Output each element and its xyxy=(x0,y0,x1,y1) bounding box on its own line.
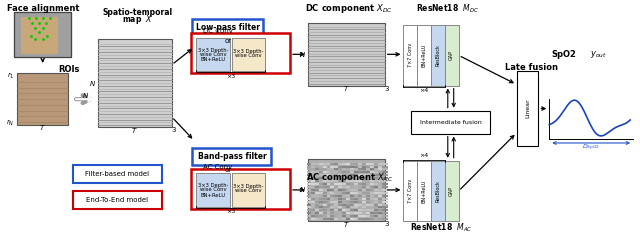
Text: Intermediate fusion: Intermediate fusion xyxy=(420,120,482,125)
Bar xyxy=(403,25,417,86)
Text: BN+ReLU: BN+ReLU xyxy=(200,193,226,198)
Text: $T$: $T$ xyxy=(343,84,349,93)
Bar xyxy=(14,12,71,57)
Text: ×4: ×4 xyxy=(419,88,429,93)
Text: AC Conv: AC Conv xyxy=(204,164,233,170)
Bar xyxy=(232,173,266,207)
Bar xyxy=(73,191,162,209)
Bar xyxy=(193,19,264,36)
Bar xyxy=(431,161,445,221)
Bar xyxy=(403,161,417,221)
Text: map  $X$: map $X$ xyxy=(122,13,153,26)
Text: 3×3 Depth-: 3×3 Depth- xyxy=(198,48,228,53)
Bar xyxy=(417,25,431,86)
Bar xyxy=(308,23,385,86)
Text: ResNet18  $M_{DC}$: ResNet18 $M_{DC}$ xyxy=(416,2,479,15)
Text: wise Conv: wise Conv xyxy=(236,188,262,193)
Text: ROIs: ROIs xyxy=(58,66,80,74)
Bar xyxy=(308,159,385,221)
Bar xyxy=(191,33,290,73)
Bar xyxy=(445,161,459,221)
Bar xyxy=(445,25,459,86)
Text: $y_{out}$: $y_{out}$ xyxy=(590,49,607,60)
Text: DC component $X_{DC}$: DC component $X_{DC}$ xyxy=(305,2,393,15)
Text: 3: 3 xyxy=(385,221,389,227)
Text: BN+ReLU: BN+ReLU xyxy=(422,179,427,203)
Text: $r_1$: $r_1$ xyxy=(6,71,14,81)
Text: wise Conv: wise Conv xyxy=(236,53,262,58)
Text: ResBlock: ResBlock xyxy=(435,44,440,66)
Bar xyxy=(191,169,290,209)
Text: $T$: $T$ xyxy=(39,123,46,132)
Bar xyxy=(196,173,230,207)
Text: Linear: Linear xyxy=(525,99,530,118)
Text: End-To-End model: End-To-End model xyxy=(86,197,148,203)
Text: or: or xyxy=(225,167,232,173)
Text: ×3: ×3 xyxy=(227,74,236,79)
Text: $r_N$: $r_N$ xyxy=(6,118,14,128)
Text: $T$: $T$ xyxy=(131,126,138,135)
Text: $N$: $N$ xyxy=(83,90,90,100)
Text: $N$: $N$ xyxy=(299,186,306,194)
Text: Spatio-temporal: Spatio-temporal xyxy=(102,8,172,17)
Bar xyxy=(516,71,538,146)
Text: $D_{SpO2}$: $D_{SpO2}$ xyxy=(582,143,600,153)
Bar xyxy=(14,12,71,57)
Text: Filter-based model: Filter-based model xyxy=(86,171,150,177)
Text: BN+ReLU: BN+ReLU xyxy=(200,57,226,62)
Text: $N$: $N$ xyxy=(89,79,96,88)
Bar xyxy=(196,38,230,71)
Text: AC component $X_{AC}$: AC component $X_{AC}$ xyxy=(306,171,393,184)
Text: GAP: GAP xyxy=(449,50,454,60)
Text: 3: 3 xyxy=(385,86,389,92)
Text: ResNet18  $M_{AC}$: ResNet18 $M_{AC}$ xyxy=(410,221,472,234)
Text: Late fusion: Late fusion xyxy=(505,63,558,72)
Bar xyxy=(21,17,58,54)
Bar xyxy=(98,39,172,127)
Bar xyxy=(193,148,271,165)
Text: wise Conv: wise Conv xyxy=(200,187,227,192)
Text: 7×7 Conv: 7×7 Conv xyxy=(408,179,413,203)
Text: ×3: ×3 xyxy=(227,209,236,214)
Text: GAP: GAP xyxy=(449,186,454,196)
Text: 7×7 Conv: 7×7 Conv xyxy=(408,43,413,67)
Bar xyxy=(417,161,431,221)
Text: BN+ReLU: BN+ReLU xyxy=(422,44,427,67)
Bar xyxy=(412,111,490,134)
Text: wise Conv: wise Conv xyxy=(200,52,227,57)
Text: 3×3 Depth-: 3×3 Depth- xyxy=(234,184,264,189)
Text: Band-pass filter: Band-pass filter xyxy=(198,152,266,161)
Text: 3: 3 xyxy=(172,127,176,133)
Text: $N$: $N$ xyxy=(299,50,306,59)
Text: ×4: ×4 xyxy=(419,153,429,158)
Text: ResBlock: ResBlock xyxy=(435,180,440,202)
Text: 3×3 Depth-: 3×3 Depth- xyxy=(234,49,264,54)
Text: $T$: $T$ xyxy=(343,220,349,229)
Bar xyxy=(431,25,445,86)
Text: 3×3 Depth-: 3×3 Depth- xyxy=(198,183,228,188)
Text: Face alignment: Face alignment xyxy=(8,4,80,13)
Bar xyxy=(232,38,266,71)
Bar xyxy=(17,73,68,125)
Bar xyxy=(73,165,162,183)
Text: DC Conv: DC Conv xyxy=(203,28,233,34)
Text: or: or xyxy=(225,38,232,44)
Text: Low-pass filter: Low-pass filter xyxy=(196,23,260,32)
Text: SpO2: SpO2 xyxy=(552,50,577,59)
Bar xyxy=(14,12,71,57)
